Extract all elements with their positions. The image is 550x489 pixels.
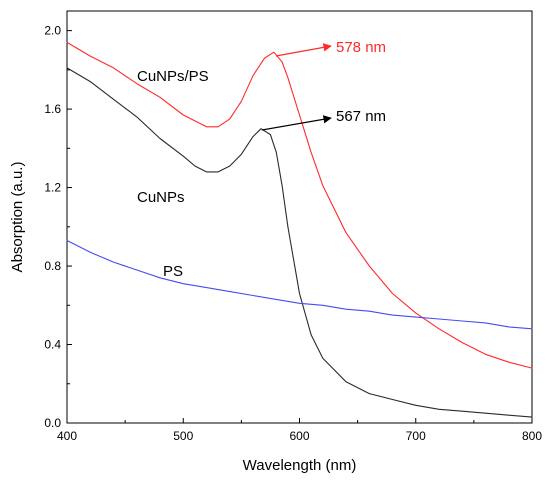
series-layer [66,41,533,418]
series-label-cunps: CuNPs [137,189,185,206]
x-tick-label: 800 [522,429,542,443]
peak-arrow-567 [261,115,332,131]
y-tick-label: 0.4 [44,338,61,352]
peak-arrow-578 [275,43,332,57]
y-tick-label: 1.2 [44,181,61,195]
series-line-cunps-ps [66,41,533,369]
x-tick-label: 400 [57,429,77,443]
peak-label-578: 578 nm [336,39,386,56]
y-tick-label: 1.6 [44,102,61,116]
y-tick-label: 0.8 [44,259,61,273]
series-line-cunps [66,67,533,418]
x-tick-label: 500 [173,429,193,443]
series-line-ps [66,239,533,330]
series-label-ps: PS [163,263,183,280]
x-tick-label: 600 [289,429,309,443]
peak-label-567: 567 nm [336,108,386,125]
y-tick-label: 2.0 [44,24,61,38]
x-tick-label: 700 [406,429,426,443]
x-axis-title: Wavelength (nm) [243,457,357,474]
x-axis: 400 500 600 700 800 [57,418,542,443]
y-axis-title: Absorption (a.u.) [9,162,26,273]
y-tick-label: 0.0 [44,416,61,430]
y-axis: 0.0 0.4 0.8 1.2 1.6 2.0 [44,24,72,430]
series-label-cunps-ps: CuNPs/PS [137,68,209,85]
